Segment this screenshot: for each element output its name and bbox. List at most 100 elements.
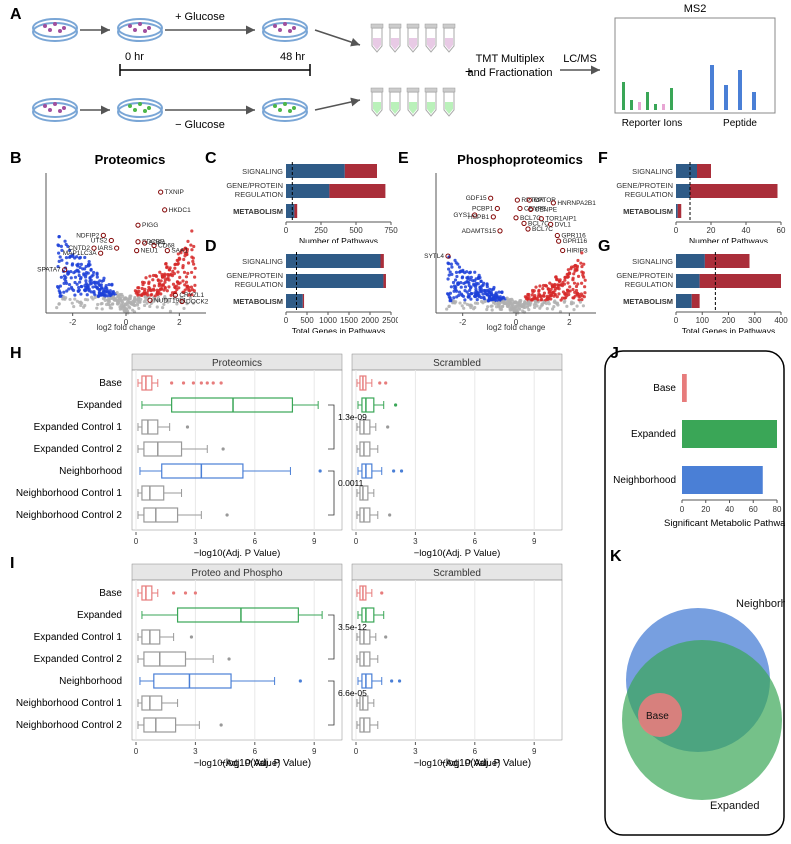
svg-text:Total Genes in Pathways: Total Genes in Pathways (292, 326, 386, 333)
svg-text:0: 0 (514, 318, 519, 327)
svg-text:2000: 2000 (361, 316, 379, 325)
svg-text:250: 250 (314, 226, 328, 235)
svg-text:3: 3 (193, 537, 198, 546)
svg-text:0.0011: 0.0011 (338, 478, 364, 488)
h-xlabel: −log10(Adj. P Value) (220, 758, 311, 769)
svg-text:9: 9 (532, 537, 537, 546)
svg-text:REGULATION: REGULATION (235, 190, 283, 199)
svg-text:REGULATION: REGULATION (625, 190, 673, 199)
lcms-label: LC/MS (563, 53, 597, 65)
svg-text:80: 80 (773, 505, 782, 514)
svg-text:−log10(Adj. P Value): −log10(Adj. P Value) (414, 548, 501, 559)
svg-text:Expanded: Expanded (631, 429, 676, 440)
svg-text:60: 60 (777, 226, 786, 235)
venn-base: Base (646, 711, 669, 722)
svg-text:GDF15: GDF15 (466, 195, 487, 202)
svg-text:20: 20 (707, 226, 716, 235)
svg-text:Scrambled: Scrambled (433, 358, 481, 369)
svg-text:Expanded: Expanded (77, 400, 122, 411)
h-xlabel-2: −log10(Adj. P Value) (440, 758, 531, 769)
svg-text:Neighborhood Control 2: Neighborhood Control 2 (16, 720, 123, 731)
svg-text:2: 2 (567, 318, 572, 327)
panel-c-svg: SIGNALINGGENE/PROTEINREGULATIONMETABOLIS… (218, 158, 398, 243)
svg-text:0: 0 (680, 505, 685, 514)
dish-top-3 (263, 19, 307, 41)
svg-text:GENE/PROTEIN: GENE/PROTEIN (616, 181, 673, 190)
svg-text:ADAMTS15: ADAMTS15 (462, 228, 497, 235)
svg-text:Base: Base (99, 378, 122, 389)
panel-b-title: Proteomics (60, 152, 200, 167)
panel-f-svg: SIGNALINGGENE/PROTEINREGULATIONMETABOLIS… (608, 158, 788, 243)
svg-text:9: 9 (312, 747, 317, 756)
panel-j-svg: BaseExpandedNeighborhood020406080Signifi… (610, 360, 785, 540)
svg-text:1500: 1500 (340, 316, 358, 325)
svg-text:0: 0 (354, 747, 359, 756)
svg-text:BCL7C: BCL7C (532, 226, 553, 233)
svg-text:Significant Metabolic Pathways: Significant Metabolic Pathways (664, 518, 785, 529)
panel-a-svg: + Glucose 0 hr 48 hr − Glucose + TMT Mul… (0, 0, 791, 155)
time-end: 48 hr (280, 51, 305, 63)
svg-text:3: 3 (413, 747, 418, 756)
venn-expanded: Expanded (710, 800, 760, 812)
svg-text:Neighborhood Control 2: Neighborhood Control 2 (16, 510, 123, 521)
svg-text:20: 20 (701, 505, 710, 514)
svg-text:−log10(Adj. P Value): −log10(Adj. P Value) (194, 548, 281, 559)
svg-text:Expanded Control 1: Expanded Control 1 (34, 632, 123, 643)
svg-text:0: 0 (134, 537, 139, 546)
svg-text:Scrambled: Scrambled (433, 568, 481, 579)
tubes-purple (371, 24, 455, 52)
svg-text:METABOLISM: METABOLISM (623, 207, 673, 216)
svg-text:40: 40 (742, 226, 751, 235)
svg-text:GENE/PROTEIN: GENE/PROTEIN (616, 271, 673, 280)
svg-text:0: 0 (674, 226, 679, 235)
svg-text:Base: Base (653, 383, 676, 394)
svg-text:6.6e-05: 6.6e-05 (338, 688, 367, 698)
svg-text:6: 6 (473, 537, 478, 546)
panel-b-svg: log2 fold change −log10(Adj. P Value) -2… (18, 168, 213, 343)
glucose-minus-label: − Glucose (175, 119, 225, 131)
dish-bot-3 (263, 99, 307, 121)
svg-text:500: 500 (300, 316, 314, 325)
svg-text:GENE/PROTEIN: GENE/PROTEIN (226, 271, 283, 280)
svg-text:9: 9 (532, 747, 537, 756)
svg-text:SPATA7: SPATA7 (37, 267, 61, 274)
svg-text:3.5e-12: 3.5e-12 (338, 622, 367, 632)
glucose-plus-label: + Glucose (175, 11, 225, 23)
svg-text:SYTL4: SYTL4 (424, 253, 444, 260)
svg-text:2: 2 (177, 318, 182, 327)
svg-text:100: 100 (696, 316, 710, 325)
svg-text:0: 0 (674, 316, 679, 325)
svg-text:40: 40 (725, 505, 734, 514)
svg-text:GPR116: GPR116 (563, 238, 588, 245)
svg-text:3: 3 (193, 747, 198, 756)
svg-text:CENPE: CENPE (535, 206, 558, 213)
svg-text:UTS2: UTS2 (91, 237, 108, 244)
panel-h-svg: BaseExpandedExpanded Control 1Expanded C… (10, 350, 600, 560)
svg-text:HSPB1: HSPB1 (468, 214, 490, 221)
dish-top-1 (33, 19, 77, 41)
svg-text:Neighborhood: Neighborhood (59, 676, 122, 687)
svg-text:METABOLISM: METABOLISM (233, 297, 283, 306)
svg-text:0: 0 (134, 747, 139, 756)
svg-text:2500: 2500 (382, 316, 398, 325)
svg-text:NEU1: NEU1 (141, 248, 159, 255)
svg-text:200: 200 (722, 316, 736, 325)
panel-i-svg: BaseExpandedExpanded Control 1Expanded C… (10, 560, 600, 770)
svg-text:Neighborhood Control 1: Neighborhood Control 1 (16, 698, 123, 709)
svg-text:-2: -2 (459, 318, 467, 327)
tubes-green (371, 88, 455, 116)
svg-text:METABOLISM: METABOLISM (233, 207, 283, 216)
svg-text:750: 750 (384, 226, 398, 235)
svg-text:SAA1: SAA1 (171, 248, 188, 255)
svg-text:MAP1LC3A: MAP1LC3A (63, 250, 98, 257)
svg-text:HIRIP3: HIRIP3 (567, 247, 588, 254)
svg-text:HKDC1: HKDC1 (169, 207, 191, 214)
svg-text:DVL1: DVL1 (555, 221, 572, 228)
tmt-label-1: TMT Multiplex (476, 53, 545, 65)
svg-text:SIGNALING: SIGNALING (242, 167, 283, 176)
reporter-ions-label: Reporter Ions (622, 118, 683, 129)
dish-bot-1 (33, 99, 77, 121)
panel-d-svg: SIGNALINGGENE/PROTEINREGULATIONMETABOLIS… (218, 248, 398, 333)
svg-text:3: 3 (413, 537, 418, 546)
svg-text:6: 6 (253, 537, 258, 546)
